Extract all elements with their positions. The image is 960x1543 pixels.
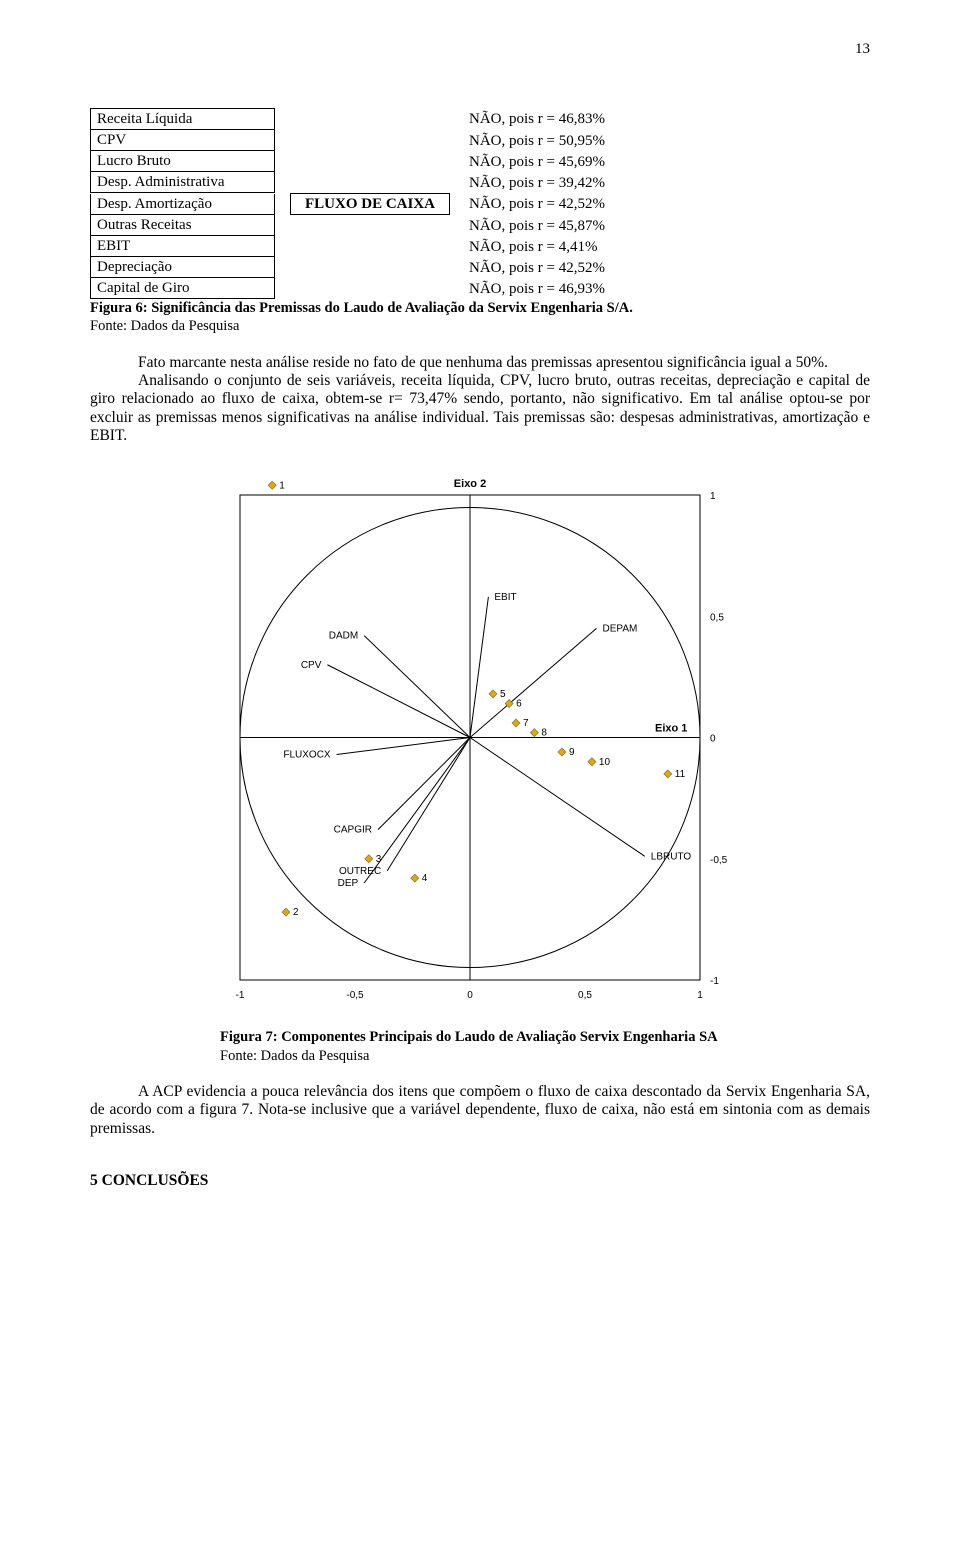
premissa-label: EBIT (90, 236, 275, 257)
premissas-table: Receita Líquida NÃO, pois r = 46,83% CPV NÃ… (90, 108, 870, 299)
svg-text:0,5: 0,5 (710, 612, 724, 623)
premissa-label: Desp. Amortização (90, 194, 275, 215)
figure7-source: Fonte: Dados da Pesquisa (220, 1048, 870, 1065)
svg-text:LBRUTO: LBRUTO (651, 852, 692, 863)
premissa-label: Receita Líquida (90, 108, 275, 130)
significancia-value: NÃO, pois r = 39,42% (465, 174, 870, 192)
svg-text:0,5: 0,5 (578, 990, 592, 1001)
table-row: Desp. AmortizaçãoFLUXO DE CAIXANÃO, pois… (90, 193, 870, 215)
svg-text:1: 1 (697, 990, 703, 1001)
svg-text:CPV: CPV (301, 660, 322, 671)
premissa-label: Desp. Administrativa (90, 172, 275, 193)
paragraph-2: Analisando o conjunto de seis variáveis,… (90, 372, 870, 445)
significancia-value: NÃO, pois r = 4,41% (465, 238, 870, 256)
svg-text:5: 5 (500, 689, 506, 700)
figure7-caption: Figura 7: Componentes Principais do Laud… (220, 1029, 870, 1046)
table-row: EBIT NÃO, pois r = 4,41% (90, 236, 870, 257)
svg-text:0: 0 (710, 734, 716, 745)
svg-text:DEPAM: DEPAM (603, 624, 638, 635)
svg-text:-0,5: -0,5 (346, 990, 364, 1001)
svg-text:11: 11 (675, 769, 686, 780)
figure6-source: Fonte: Dados da Pesquisa (90, 318, 870, 335)
table-row: Desp. Administrativa NÃO, pois r = 39,42% (90, 172, 870, 193)
table-row: Receita Líquida NÃO, pois r = 46,83% (90, 108, 870, 130)
svg-text:Eixo 1: Eixo 1 (655, 723, 687, 735)
significancia-value: NÃO, pois r = 42,52% (465, 259, 870, 277)
premissa-label: Outras Receitas (90, 215, 275, 236)
table-row: Lucro Bruto NÃO, pois r = 45,69% (90, 151, 870, 172)
table-row: Outras Receitas NÃO, pois r = 45,87% (90, 215, 870, 236)
section-heading: 5 CONCLUSÕES (90, 1172, 870, 1191)
svg-text:EBIT: EBIT (494, 592, 516, 603)
table-row: Capital de Giro NÃO, pois r = 46,93% (90, 278, 870, 299)
significancia-value: NÃO, pois r = 50,95% (465, 132, 870, 150)
paragraph-1: Fato marcante nesta análise reside no fa… (90, 354, 870, 372)
svg-text:3: 3 (376, 854, 382, 865)
svg-text:CAPGIR: CAPGIR (334, 825, 372, 836)
svg-text:DEP: DEP (338, 878, 359, 889)
svg-text:-0,5: -0,5 (710, 855, 728, 866)
svg-text:8: 8 (541, 728, 547, 739)
table-row: Depreciação NÃO, pois r = 42,52% (90, 257, 870, 278)
significancia-value: NÃO, pois r = 46,83% (465, 110, 870, 128)
significancia-value: NÃO, pois r = 42,52% (465, 195, 870, 213)
significancia-value: NÃO, pois r = 45,87% (465, 217, 870, 235)
significancia-value: NÃO, pois r = 45,69% (465, 153, 870, 171)
premissa-label: Depreciação (90, 257, 275, 278)
svg-text:FLUXOCX: FLUXOCX (283, 750, 331, 761)
figure7-chart: Eixo 2 Eixo 1 -1 -0,5 0 0,5 1 -1 -0,5 0 0,5 1 DADM CP… (90, 465, 870, 1025)
svg-text:7: 7 (523, 718, 529, 729)
premissa-label: Capital de Giro (90, 278, 275, 299)
svg-text:2: 2 (293, 907, 299, 918)
svg-text:Eixo 2: Eixo 2 (454, 478, 486, 490)
svg-text:-1: -1 (236, 990, 245, 1001)
page-number: 13 (90, 40, 870, 58)
svg-text:1: 1 (279, 480, 285, 491)
fluxo-label: FLUXO DE CAIXA (275, 193, 465, 215)
svg-text:9: 9 (569, 747, 575, 758)
table-row: CPV NÃO, pois r = 50,95% (90, 130, 870, 151)
paragraph-3: A ACP evidencia a pouca relevância dos i… (90, 1083, 870, 1138)
svg-text:6: 6 (516, 699, 522, 710)
svg-text:10: 10 (599, 757, 611, 768)
svg-text:4: 4 (422, 873, 428, 884)
premissa-label: CPV (90, 130, 275, 151)
svg-text:0: 0 (467, 990, 473, 1001)
figure6-caption: Figura 6: Significância das Premissas do… (90, 300, 870, 317)
svg-text:DADM: DADM (329, 631, 358, 642)
premissa-label: Lucro Bruto (90, 151, 275, 172)
svg-text:1: 1 (710, 491, 716, 502)
significancia-value: NÃO, pois r = 46,93% (465, 280, 870, 298)
svg-text:-1: -1 (710, 976, 719, 987)
